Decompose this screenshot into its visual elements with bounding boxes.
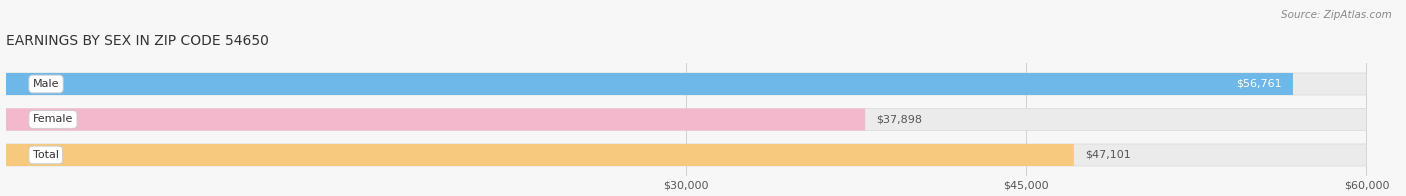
- Text: $47,101: $47,101: [1085, 150, 1130, 160]
- FancyBboxPatch shape: [6, 144, 1367, 166]
- Text: $37,898: $37,898: [876, 114, 922, 124]
- FancyBboxPatch shape: [6, 108, 865, 131]
- Text: Source: ZipAtlas.com: Source: ZipAtlas.com: [1281, 10, 1392, 20]
- FancyBboxPatch shape: [6, 144, 1074, 166]
- Text: Female: Female: [32, 114, 73, 124]
- FancyBboxPatch shape: [6, 108, 1367, 131]
- Text: Male: Male: [32, 79, 59, 89]
- Text: $56,761: $56,761: [1236, 79, 1282, 89]
- FancyBboxPatch shape: [6, 73, 1367, 95]
- Text: Total: Total: [32, 150, 59, 160]
- Text: EARNINGS BY SEX IN ZIP CODE 54650: EARNINGS BY SEX IN ZIP CODE 54650: [6, 34, 269, 48]
- FancyBboxPatch shape: [6, 73, 1294, 95]
